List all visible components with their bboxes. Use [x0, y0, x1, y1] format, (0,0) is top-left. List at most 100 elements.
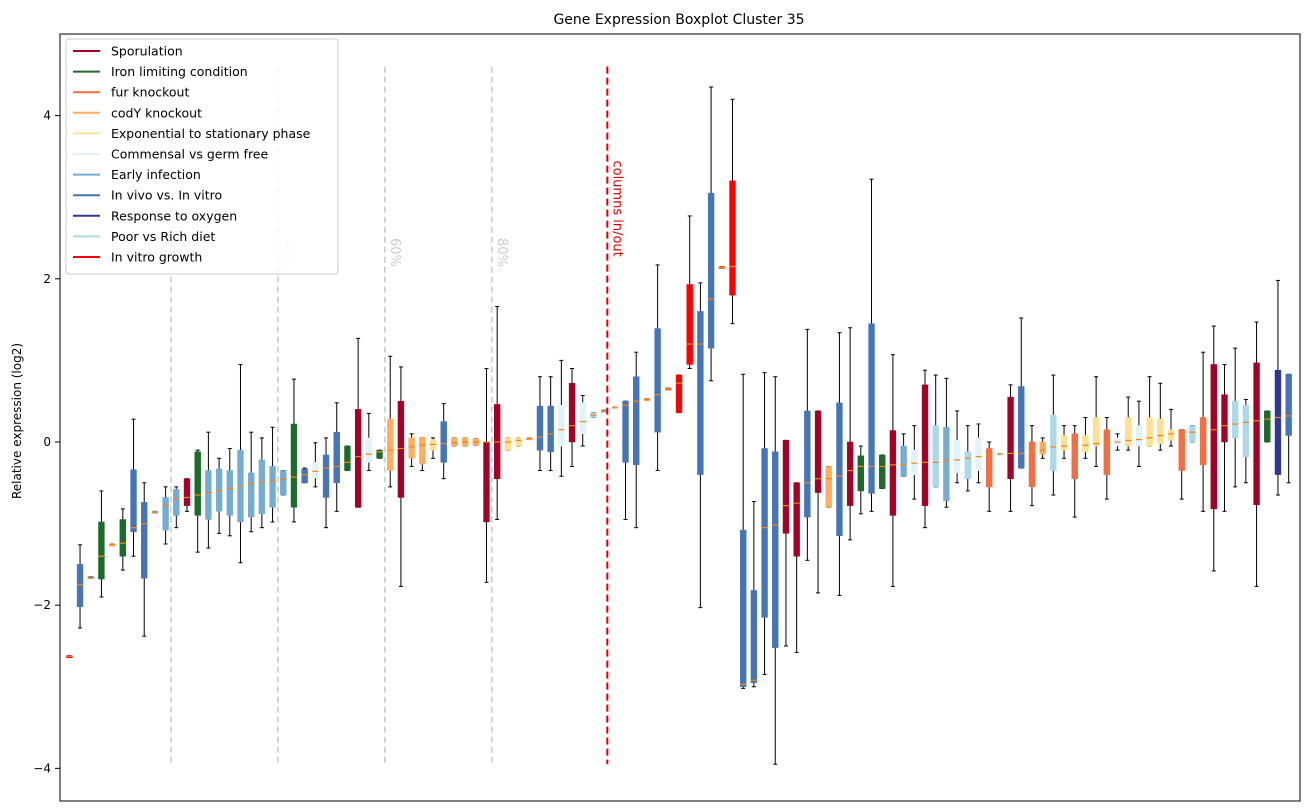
box [1135, 425, 1143, 447]
box [141, 502, 148, 579]
box [301, 468, 308, 484]
box [579, 402, 586, 435]
y-tick-label: 2 [43, 272, 51, 286]
legend-label: codY knockout [111, 105, 202, 120]
box [985, 448, 993, 488]
box [729, 180, 736, 296]
box [1125, 417, 1132, 447]
box [215, 468, 223, 512]
box [900, 445, 907, 477]
legend-label: Response to oxygen [111, 208, 237, 223]
legend-label: In vivo vs. In vitro [111, 188, 222, 203]
box [1199, 417, 1207, 466]
box [354, 409, 362, 508]
box [258, 459, 266, 515]
y-axis-title: Relative expression (log2) [10, 343, 24, 499]
box [1082, 435, 1089, 453]
legend-box [65, 38, 339, 275]
box [943, 427, 950, 501]
box [568, 382, 576, 443]
box [975, 437, 982, 471]
box [1092, 417, 1100, 447]
box [365, 437, 373, 463]
box [814, 410, 822, 493]
box [1050, 414, 1057, 471]
box [119, 519, 127, 557]
box [1103, 429, 1111, 475]
box [1007, 396, 1014, 479]
box [879, 454, 886, 489]
box [312, 462, 319, 479]
y-tick-label: −4 [33, 761, 51, 775]
box [1242, 405, 1250, 457]
box [921, 384, 929, 506]
box [654, 328, 661, 433]
box [397, 400, 405, 498]
box [173, 489, 180, 516]
box [782, 440, 790, 534]
box [953, 440, 961, 474]
box [1178, 429, 1185, 471]
box [269, 466, 276, 508]
box [793, 482, 800, 557]
box [440, 421, 447, 463]
box [825, 466, 832, 508]
box [1210, 364, 1217, 510]
box [547, 405, 554, 453]
legend-label: Poor vs Rich diet [111, 229, 215, 244]
box [1028, 441, 1036, 488]
box [504, 437, 512, 451]
box [1146, 417, 1153, 447]
box [387, 418, 394, 471]
box [804, 410, 811, 518]
box [707, 192, 715, 349]
box [761, 448, 768, 618]
box [836, 402, 843, 537]
plot-frame [59, 33, 1301, 802]
box [846, 441, 854, 506]
box [247, 472, 255, 518]
chart-title: Gene Expression Boxplot Cluster 35 [553, 12, 804, 28]
box [162, 497, 169, 531]
percentile-label: 60% [387, 238, 402, 267]
box [1231, 400, 1239, 439]
split-label: columns in/out [609, 160, 624, 256]
box [1167, 429, 1175, 441]
box [772, 451, 779, 648]
box [536, 405, 544, 451]
box [857, 455, 865, 492]
box [226, 470, 233, 516]
box [290, 423, 298, 508]
box [558, 405, 565, 447]
box [344, 445, 351, 471]
box [376, 449, 383, 459]
box [697, 311, 704, 475]
box [1221, 394, 1228, 443]
box [183, 478, 191, 506]
box [408, 437, 415, 459]
box [76, 564, 84, 608]
box [194, 451, 201, 516]
legend: Sporulation Iron limiting condition fur kn… [65, 38, 339, 275]
box [130, 469, 137, 532]
legend-label: fur knockout [111, 85, 189, 100]
box [98, 521, 105, 580]
box [515, 437, 522, 447]
box [483, 441, 490, 523]
box [750, 590, 758, 683]
box [739, 529, 747, 688]
box [622, 400, 629, 463]
plot-area: 20%40%60%80%columns in/out [66, 66, 1292, 765]
y-axis: −4 −2 0 2 4 [33, 109, 60, 775]
box [889, 430, 897, 516]
box [868, 323, 875, 494]
box [675, 374, 683, 413]
legend-label: Exponential to stationary phase [111, 126, 311, 141]
percentile-label: 80% [494, 238, 509, 267]
box [1285, 374, 1292, 436]
box [451, 437, 458, 447]
box [322, 454, 330, 498]
box [911, 449, 918, 475]
box [280, 470, 287, 496]
